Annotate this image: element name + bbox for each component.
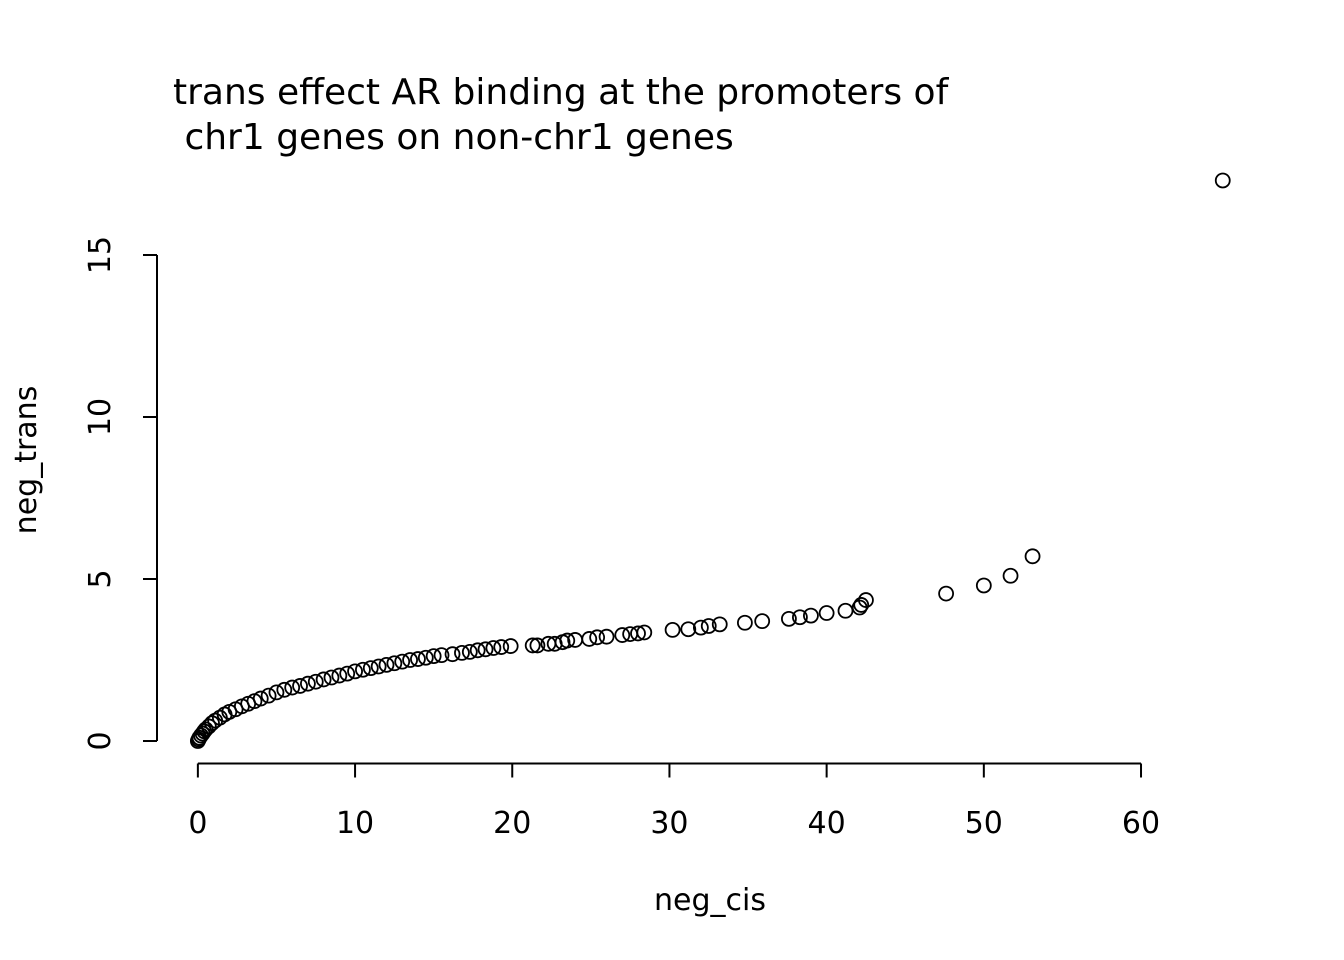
chart-title: chr1 genes on non-chr1 genes [173, 117, 734, 158]
point [524, 637, 541, 654]
x-tick-label: 60 [1122, 806, 1160, 841]
x-axis-label: neg_cis [654, 883, 766, 918]
point [938, 585, 955, 602]
point [196, 723, 213, 740]
point [425, 648, 442, 665]
point [378, 656, 395, 673]
point [444, 646, 461, 663]
point [252, 690, 269, 707]
point [589, 629, 606, 646]
point [781, 610, 797, 627]
chart-title: trans effect AR binding at the promoters… [173, 72, 950, 113]
point [315, 671, 332, 688]
point [975, 577, 992, 594]
point [630, 625, 646, 642]
point [711, 616, 728, 633]
x-tick-label: 40 [808, 806, 846, 841]
point [339, 665, 356, 682]
point [469, 642, 486, 659]
point [394, 653, 411, 670]
y-axis-label: neg_trans [9, 386, 44, 535]
point [307, 673, 324, 690]
point [664, 621, 681, 638]
point [1024, 548, 1041, 565]
point [386, 655, 403, 672]
point [1002, 567, 1019, 584]
point [837, 602, 854, 619]
point [680, 621, 697, 638]
point [284, 679, 301, 696]
point [598, 628, 615, 645]
y-tick-label: 15 [83, 236, 118, 274]
x-tick-label: 20 [493, 806, 531, 841]
point [331, 667, 348, 684]
point [477, 641, 494, 658]
point [268, 684, 285, 701]
x-tick-label: 30 [650, 806, 688, 841]
y-tick-label: 0 [83, 731, 118, 750]
point [292, 678, 308, 694]
point [559, 632, 576, 649]
point [754, 613, 771, 630]
x-tick-label: 0 [188, 806, 207, 841]
x-tick-label: 50 [965, 806, 1003, 841]
point [736, 614, 753, 631]
point [461, 644, 478, 660]
point [529, 637, 546, 654]
x-tick-label: 10 [336, 806, 374, 841]
point [692, 619, 709, 636]
point [370, 658, 387, 675]
point [300, 675, 316, 692]
point [347, 663, 363, 680]
point [276, 681, 293, 698]
point [323, 669, 340, 686]
point [700, 618, 717, 634]
point [355, 661, 371, 678]
point [260, 687, 277, 704]
point [402, 652, 418, 668]
point [818, 605, 835, 621]
point [362, 660, 379, 677]
point [792, 609, 808, 626]
point [1214, 172, 1231, 189]
point [803, 607, 819, 624]
point [493, 639, 510, 655]
point [614, 627, 631, 643]
point [204, 715, 220, 732]
point [417, 649, 434, 666]
y-tick-label: 5 [83, 569, 118, 588]
point [433, 647, 450, 664]
y-tick-label: 10 [83, 398, 118, 436]
point [636, 624, 653, 641]
point [454, 644, 470, 661]
point [858, 592, 874, 608]
point [485, 640, 502, 656]
point [581, 631, 598, 647]
point [502, 638, 519, 654]
point [853, 597, 870, 613]
point [410, 651, 426, 667]
